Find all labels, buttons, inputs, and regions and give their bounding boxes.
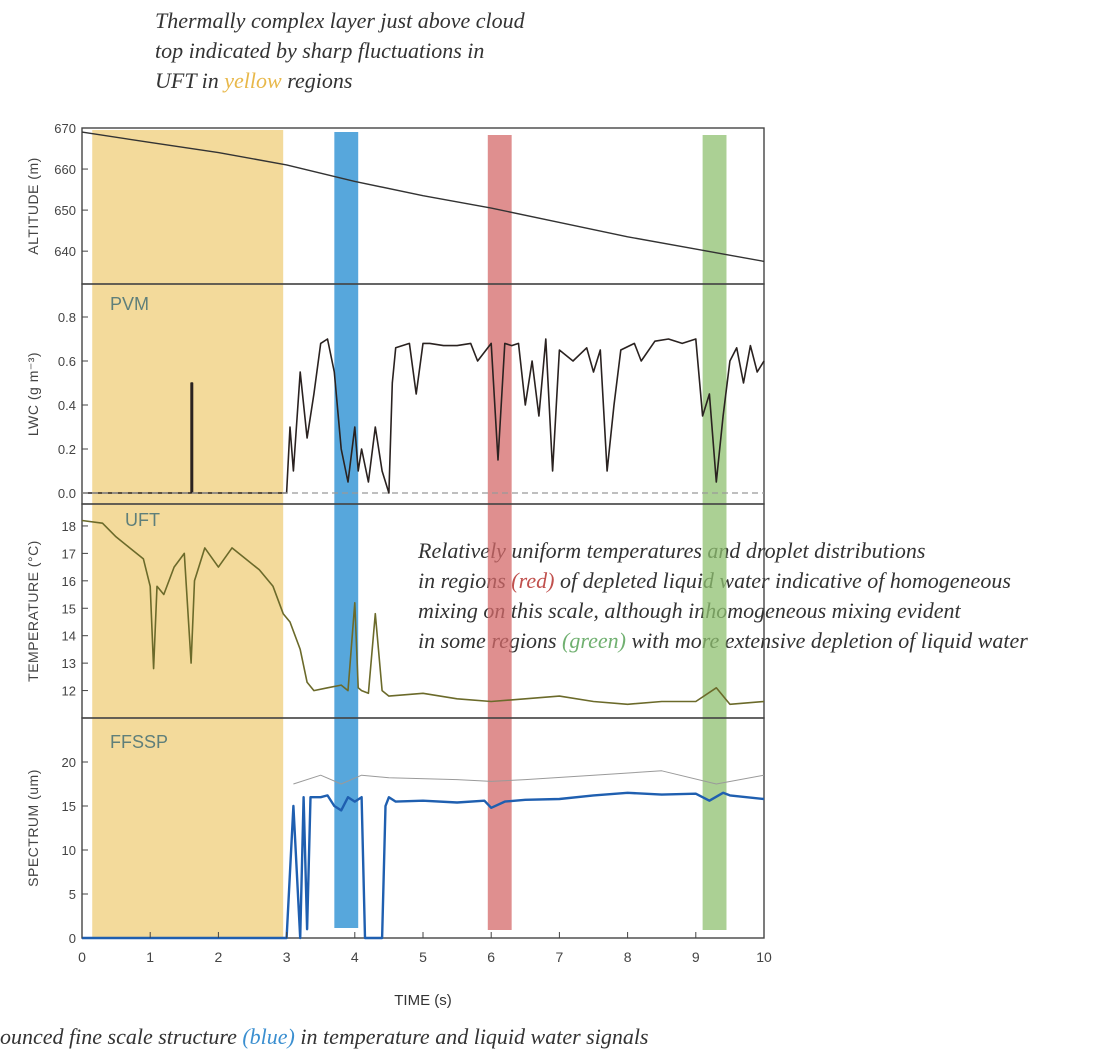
- x-tick-label: 6: [487, 949, 495, 965]
- x-tick-label: 5: [419, 949, 427, 965]
- x-tick-label: 8: [624, 949, 632, 965]
- annotation-fine-scale: ounced fine scale structure (blue) in te…: [0, 1022, 649, 1052]
- y-tick-label: 670: [54, 121, 76, 136]
- x-tick-label: 9: [692, 949, 700, 965]
- series-line-spectrum-mean: [82, 791, 765, 940]
- y-tick-label: 20: [62, 755, 76, 770]
- y-tick-label: 10: [62, 843, 76, 858]
- y-tick-label: 0.2: [58, 442, 76, 457]
- annotation-highlight-blue: (blue): [242, 1024, 295, 1049]
- series-line-altitude: [81, 131, 765, 263]
- y-tick-label: 17: [62, 546, 76, 561]
- x-tick-label: 0: [78, 949, 86, 965]
- y-tick-label: 660: [54, 162, 76, 177]
- y-tick-label: 18: [62, 519, 76, 534]
- annotation-line: Thermally complex layer just above cloud: [155, 8, 525, 33]
- y-axis-label: ALTITUDE (m): [25, 157, 41, 255]
- annotation-line: UFT in yellow regions: [155, 66, 525, 96]
- y-tick-label: 13: [62, 656, 76, 671]
- highlight-region-blue: [334, 132, 359, 928]
- annotation-text: in some regions: [418, 628, 557, 653]
- annotation-text: ounced fine scale structure: [0, 1024, 243, 1049]
- series-line-spectrum-bins: [293, 770, 765, 785]
- highlight-region-green: [702, 135, 727, 930]
- y-tick-label: 0: [69, 931, 76, 946]
- y-tick-label: 15: [62, 799, 76, 814]
- y-tick-label: 0.0: [58, 486, 76, 501]
- y-tick-label: 15: [62, 601, 76, 616]
- y-axis-label: LWC (g m⁻³): [25, 352, 41, 436]
- annotation-highlight-green: (green): [562, 628, 626, 653]
- x-tick-label: 2: [215, 949, 223, 965]
- annotation-line: in regions (red) of depleted liquid wate…: [418, 566, 1028, 596]
- x-tick-label: 1: [146, 949, 154, 965]
- y-tick-label: 12: [62, 684, 76, 699]
- highlight-region-yellow: [92, 130, 284, 938]
- x-axis-label: TIME (s): [394, 992, 452, 1009]
- y-axis-label: SPECTRUM (um): [25, 769, 41, 887]
- x-tick-label: 3: [283, 949, 291, 965]
- annotation-line: top indicated by sharp fluctuations in: [155, 38, 485, 63]
- annotation-text: of depleted liquid water indicative of h…: [554, 568, 1011, 593]
- y-tick-label: 0.8: [58, 310, 76, 325]
- y-tick-label: 0.6: [58, 354, 76, 369]
- series-line-lwc: [82, 338, 765, 494]
- x-tick-label: 4: [351, 949, 359, 965]
- y-tick-label: 640: [54, 244, 76, 259]
- panel-label-uft: UFT: [125, 510, 160, 530]
- y-tick-label: 16: [62, 574, 76, 589]
- y-tick-label: 0.4: [58, 398, 76, 413]
- panel-label-ffssp: FFSSP: [110, 732, 168, 752]
- annotation-text: with more extensive depletion of liquid …: [625, 628, 1028, 653]
- annotation-uniform-temperatures: Relatively uniform temperatures and drop…: [418, 536, 1028, 656]
- series-line-temperature: [81, 519, 765, 706]
- y-tick-label: 650: [54, 203, 76, 218]
- highlight-region-red: [487, 135, 512, 930]
- annotation-highlight-red: (red): [511, 568, 555, 593]
- y-tick-label: 14: [62, 629, 76, 644]
- x-tick-label: 7: [556, 949, 564, 965]
- annotation-text: in temperature and liquid water signals: [294, 1024, 649, 1049]
- panel-label-pvm: PVM: [110, 294, 149, 314]
- x-tick-label: 10: [756, 949, 772, 965]
- annotation-text: regions: [281, 68, 353, 93]
- annotation-line: in some regions (green) with more extens…: [418, 626, 1028, 656]
- y-tick-label: 5: [69, 887, 76, 902]
- annotation-highlight-yellow: yellow: [224, 68, 282, 93]
- annotation-text: UFT in: [155, 68, 225, 93]
- y-axis-label: TEMPERATURE (°C): [25, 540, 41, 682]
- annotation-thermal-layer: Thermally complex layer just above cloud…: [155, 6, 525, 96]
